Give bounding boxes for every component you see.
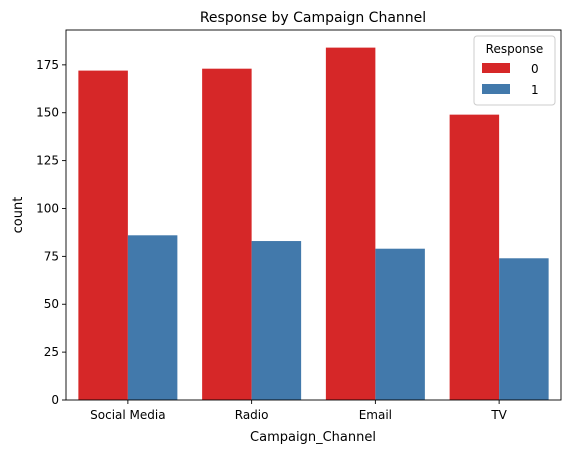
legend: Response 0 1 [474, 36, 555, 105]
bar-email-response-0 [326, 48, 376, 400]
bar-social-media-response-1 [128, 235, 178, 400]
x-tick-label: TV [490, 408, 507, 422]
bar-radio-response-1 [252, 241, 302, 400]
legend-label-0: 0 [531, 62, 539, 76]
y-axis-label: count [11, 197, 26, 234]
bar-radio-response-0 [202, 69, 252, 400]
bar-tv-response-1 [499, 258, 549, 400]
x-axis-label: Campaign_Channel [250, 430, 376, 445]
y-tick-label: 175 [36, 58, 59, 72]
y-tick-label: 0 [51, 393, 59, 407]
y-tick-label: 75 [44, 249, 59, 263]
bar-social-media-response-0 [78, 71, 128, 400]
x-axis: Social Media Radio Email TV [90, 400, 508, 422]
chart-title: Response by Campaign Channel [200, 10, 426, 26]
y-axis: 0 25 50 75 100 125 150 175 [36, 58, 66, 407]
legend-swatch-1 [482, 84, 510, 94]
x-tick-label: Radio [235, 408, 269, 422]
legend-title: Response [486, 42, 544, 56]
legend-label-1: 1 [531, 83, 539, 97]
bar-tv-response-0 [450, 115, 500, 400]
y-tick-label: 100 [36, 201, 59, 215]
bar-email-response-1 [375, 249, 425, 400]
x-tick-label: Social Media [90, 408, 165, 422]
y-tick-label: 50 [44, 297, 59, 311]
y-tick-label: 150 [36, 106, 59, 120]
x-tick-label: Email [359, 408, 392, 422]
y-tick-label: 125 [36, 154, 59, 168]
legend-swatch-0 [482, 63, 510, 73]
y-tick-label: 25 [44, 345, 59, 359]
